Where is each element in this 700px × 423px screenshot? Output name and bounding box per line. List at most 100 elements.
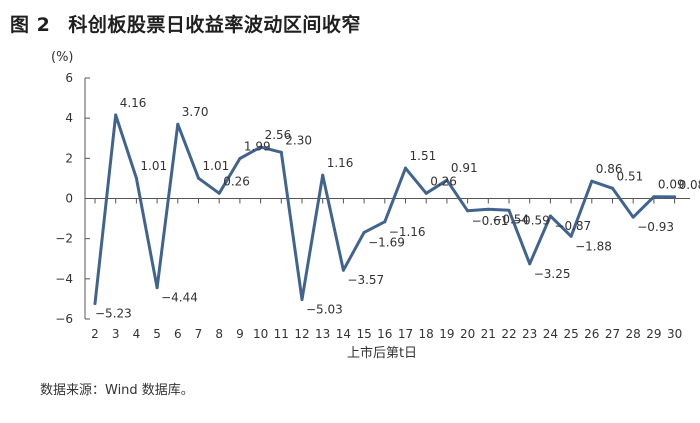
y-tick-label: −2	[55, 232, 73, 246]
data-label: 1.01	[140, 159, 167, 173]
data-label: 1.16	[327, 156, 354, 170]
data-point	[134, 176, 138, 180]
data-point	[445, 178, 449, 182]
data-label: 0.26	[430, 174, 457, 188]
data-point	[590, 179, 594, 183]
data-label: −4.44	[161, 291, 198, 305]
x-tick-label: 21	[481, 327, 496, 341]
data-label: 2.56	[265, 128, 292, 142]
x-tick-label: 12	[294, 327, 309, 341]
data-point	[611, 186, 614, 190]
data-label: −5.03	[306, 303, 343, 317]
data-label: 1.01	[203, 159, 230, 173]
x-tick-label: 9	[236, 327, 244, 341]
data-label: 2.30	[285, 133, 312, 147]
data-point	[279, 150, 283, 154]
data-point	[569, 234, 573, 238]
data-label: −5.23	[95, 307, 132, 321]
y-tick-label: −6	[55, 312, 73, 326]
x-tick-label: 16	[377, 327, 392, 341]
x-tick-label: 10	[253, 327, 268, 341]
data-point	[362, 230, 366, 234]
data-label: 0.26	[223, 174, 250, 188]
data-point	[507, 208, 511, 212]
x-tick-label: 17	[398, 327, 413, 341]
data-point	[404, 166, 407, 170]
data-label: −1.16	[389, 225, 426, 239]
data-label: 0.09	[658, 178, 685, 192]
series-line	[93, 113, 677, 305]
data-label: 0.08	[679, 178, 700, 192]
data-label: −0.59	[513, 213, 550, 227]
x-tick-label: 2	[91, 327, 99, 341]
data-label: −0.61	[472, 214, 509, 228]
x-tick-label: 13	[315, 327, 330, 341]
x-tick-label: 28	[626, 327, 641, 341]
data-point	[673, 195, 677, 199]
data-label: −0.87	[554, 219, 591, 233]
data-label: 3.70	[182, 105, 209, 119]
x-tick-label: 7	[195, 327, 203, 341]
data-point	[114, 113, 118, 117]
data-point	[652, 195, 656, 199]
data-point	[217, 191, 221, 195]
x-axis-title: 上市后第t日	[347, 345, 417, 361]
x-tick-label: 18	[419, 327, 434, 341]
data-point	[528, 262, 532, 266]
y-tick-label: 4	[65, 111, 73, 125]
x-tick-label: 24	[543, 327, 558, 341]
data-point	[631, 215, 635, 219]
data-label: −0.93	[637, 220, 674, 234]
data-label: 0.86	[596, 162, 623, 176]
data-label: 1.51	[410, 149, 437, 163]
x-tick-label: 14	[336, 327, 351, 341]
y-tick-label: −4	[55, 272, 73, 286]
y-axis-unit-label: (%)	[51, 50, 74, 65]
data-label: −3.57	[347, 273, 384, 287]
data-label: −1.69	[368, 235, 405, 249]
x-tick-label: 30	[667, 327, 682, 341]
figure-title-block: 图 2 科创板股票日收益率波动区间收窄	[10, 10, 361, 37]
data-point	[155, 286, 159, 290]
data-point	[197, 176, 200, 180]
data-label: 4.16	[120, 96, 147, 110]
data-point	[383, 220, 387, 224]
data-point	[424, 191, 428, 195]
data-point	[486, 207, 490, 211]
x-tick-label: 4	[133, 327, 141, 341]
x-tick-label: 19	[439, 327, 454, 341]
x-tick-label: 20	[460, 327, 475, 341]
figure-title: 科创板股票日收益率波动区间收窄	[68, 14, 361, 36]
data-label: 1.99	[244, 140, 271, 154]
x-tick-label: 25	[563, 327, 578, 341]
y-tick-label: 2	[65, 151, 73, 165]
data-label: 0.51	[617, 169, 644, 183]
figure-number: 图 2	[10, 14, 51, 36]
x-tick-label: 15	[356, 327, 371, 341]
data-point	[548, 214, 552, 218]
data-label: −3.25	[534, 267, 571, 281]
x-tick-label: 23	[522, 327, 537, 341]
x-tick-label: 11	[274, 327, 289, 341]
data-label: −1.88	[575, 239, 612, 253]
y-tick-label: 0	[65, 192, 73, 206]
data-label: 0.91	[451, 161, 478, 175]
x-tick-label: 3	[112, 327, 120, 341]
data-point	[300, 298, 304, 302]
data-point	[93, 302, 97, 306]
data-point	[321, 173, 325, 177]
data-point	[466, 209, 470, 213]
x-tick-label: 26	[584, 327, 599, 341]
y-tick-label: 6	[65, 71, 73, 85]
x-tick-label: 29	[646, 327, 661, 341]
data-point	[238, 157, 242, 161]
x-tick-label: 27	[605, 327, 620, 341]
data-point	[341, 268, 345, 272]
x-tick-label: 8	[215, 327, 223, 341]
x-tick-label: 5	[153, 327, 161, 341]
data-label: −0.54	[492, 212, 529, 226]
data-point	[176, 122, 180, 126]
x-tick-label: 6	[174, 327, 182, 341]
x-tick-label: 22	[501, 327, 516, 341]
